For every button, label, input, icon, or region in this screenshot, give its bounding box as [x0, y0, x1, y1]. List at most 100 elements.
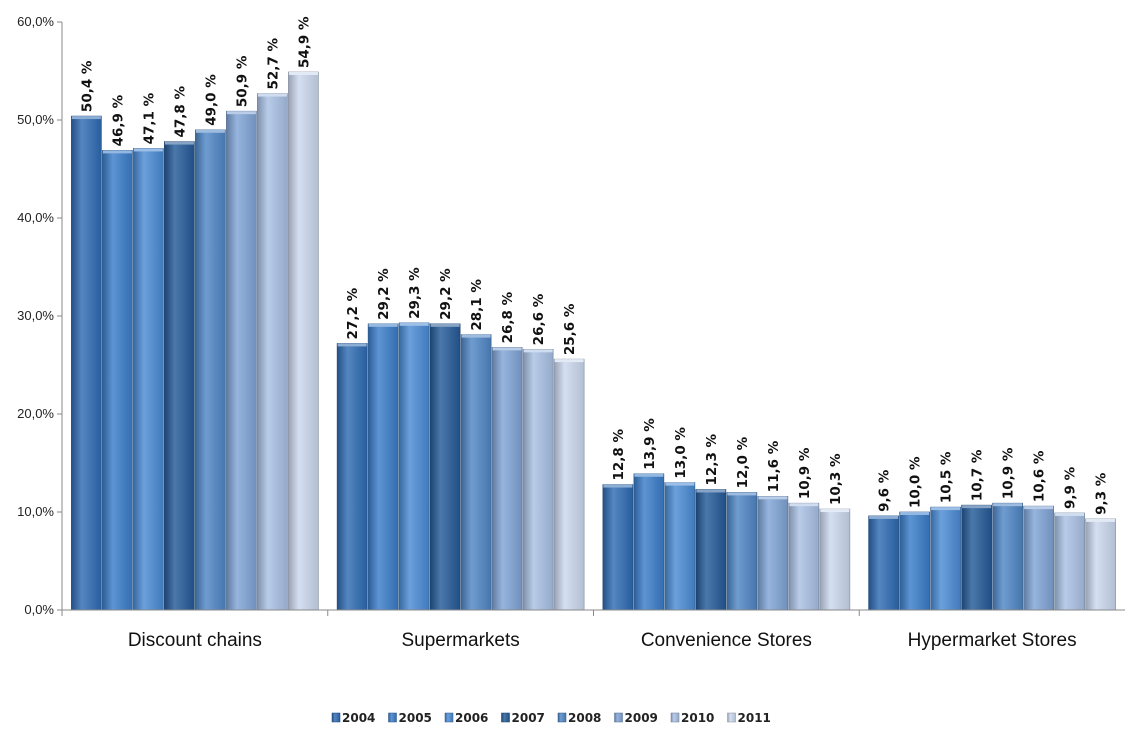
legend-item-2010: 2010	[670, 711, 714, 725]
bar-2010-3	[1054, 512, 1085, 611]
bar-2005-0	[102, 150, 133, 611]
data-label: 10,7 %	[970, 449, 986, 501]
bar-top-highlight	[102, 150, 132, 154]
data-label: 47,8 %	[172, 86, 188, 138]
data-label: 52,7 %	[265, 38, 281, 90]
bar-top-highlight	[993, 503, 1023, 507]
legend-label: 2008	[568, 711, 601, 725]
bar-top-highlight	[727, 492, 757, 496]
y-tick-label: 30,0%	[17, 308, 54, 323]
legend-label: 2006	[455, 711, 488, 725]
legend-swatch	[501, 712, 510, 723]
bar-top-highlight	[430, 323, 460, 327]
bar-2006-0	[133, 148, 164, 611]
bar-top-highlight	[399, 322, 429, 326]
bar-top-highlight	[226, 111, 256, 115]
legend-item-2007: 2007	[501, 711, 545, 725]
bar-top-highlight	[368, 323, 398, 327]
bar-top-highlight	[257, 93, 287, 97]
data-label: 12,0 %	[735, 436, 751, 488]
bar-2007-0	[164, 141, 195, 611]
data-label: 50,9 %	[234, 55, 250, 107]
x-category-label: Supermarkets	[401, 630, 519, 651]
bar-top-highlight	[1055, 512, 1085, 516]
y-tick-label: 0,0%	[24, 602, 54, 617]
bar-2009-1	[491, 347, 523, 611]
legend-swatch	[444, 712, 454, 723]
legend-swatch	[614, 712, 623, 723]
bar-top-highlight	[931, 507, 961, 511]
data-label: 10,0 %	[908, 456, 924, 508]
legend-swatch	[727, 712, 736, 723]
data-label: 11,6 %	[766, 440, 782, 492]
data-label: 13,9 %	[642, 418, 658, 470]
x-category-label: Convenience Stores	[641, 630, 812, 651]
bar-top-highlight	[869, 515, 899, 519]
legend-swatch	[557, 712, 567, 723]
data-label: 28,1 %	[469, 279, 485, 331]
data-label: 12,8 %	[611, 429, 627, 481]
data-labels-group: 50,4 % 46,9 % 47,1 % 47,8 % 49,0 % 50,9 % 52,7…	[79, 16, 1109, 515]
bar-2005-2	[633, 473, 665, 611]
bar-2005-3	[899, 511, 930, 611]
bar-top-highlight	[665, 482, 695, 486]
bar-top-highlight	[758, 496, 788, 500]
data-label: 46,9 %	[110, 94, 126, 146]
bar-2010-2	[788, 502, 820, 611]
y-tick-label: 50,0%	[17, 112, 54, 127]
bar-2009-0	[226, 110, 257, 611]
data-label: 9,9 %	[1063, 466, 1079, 509]
data-label: 10,3 %	[828, 453, 844, 505]
data-label: 49,0 %	[203, 74, 219, 126]
x-axis: Discount chains Supermarkets Convenience S…	[62, 609, 1125, 651]
bar-top-highlight	[603, 484, 633, 488]
legend-label: 2007	[512, 711, 545, 725]
data-label: 47,1 %	[141, 92, 157, 144]
bar-2009-3	[1023, 505, 1054, 611]
bar-top-highlight	[288, 71, 318, 75]
bar-top-highlight	[337, 343, 367, 347]
bar-top-highlight	[164, 141, 194, 145]
bar-top-highlight	[634, 473, 664, 477]
data-label: 27,2 %	[345, 287, 361, 339]
bar-top-highlight	[71, 116, 101, 120]
y-axis: 0,0% 10,0% 20,0% 30,0% 40,0% 50,0% 60,0%	[17, 14, 63, 617]
bar-2011-2	[819, 508, 851, 611]
bar-2008-3	[992, 502, 1023, 611]
legend-label: 2010	[681, 711, 714, 725]
bar-2011-0	[288, 71, 319, 611]
bar-2009-2	[757, 496, 789, 611]
bar-top-highlight	[492, 347, 522, 351]
bar-top-highlight	[461, 334, 491, 338]
bar-top-highlight	[1086, 518, 1116, 522]
bars-group	[71, 71, 1116, 611]
bar-2011-1	[553, 358, 585, 611]
bar-2011-3	[1085, 518, 1116, 611]
legend-swatch	[388, 712, 397, 723]
legend-label: 2011	[738, 711, 771, 725]
data-label: 26,6 %	[531, 293, 547, 345]
legend-item-2009: 2009	[614, 711, 658, 725]
legend: 2004 2005 2006 2007 2008 2009 2010 2011	[331, 711, 771, 725]
legend-item-2008: 2008	[557, 711, 601, 725]
bar-top-highlight	[820, 509, 850, 513]
data-label: 13,0 %	[673, 427, 689, 479]
legend-item-2004: 2004	[331, 711, 375, 725]
bar-2004-2	[602, 484, 634, 611]
bar-top-highlight	[554, 359, 584, 363]
legend-label: 2009	[625, 711, 658, 725]
x-category-label: Hypermarket Stores	[908, 630, 1077, 651]
bar-2008-2	[726, 492, 758, 611]
x-category-label: Discount chains	[128, 630, 262, 651]
y-tick-label: 20,0%	[17, 406, 54, 421]
bar-2007-1	[429, 323, 461, 611]
bar-2008-0	[195, 129, 226, 611]
y-tick-label: 40,0%	[17, 210, 54, 225]
data-label: 10,5 %	[939, 451, 955, 503]
legend-item-2005: 2005	[388, 711, 432, 725]
bar-top-highlight	[900, 512, 930, 515]
data-label: 29,3 %	[407, 267, 423, 319]
legend-label: 2005	[399, 711, 432, 725]
legend-label: 2004	[342, 711, 375, 725]
